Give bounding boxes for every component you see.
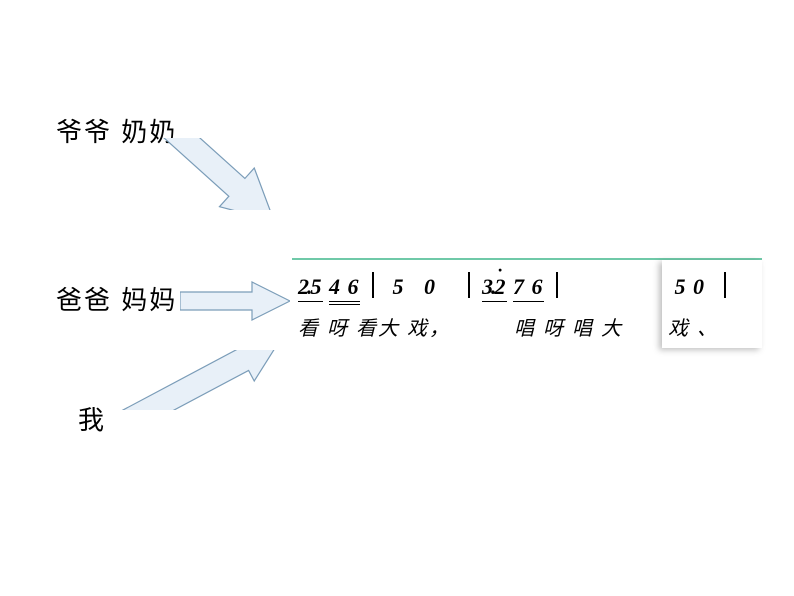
lyrics-line-main: 看 呀 看大 戏， 唱 呀 唱 大 [298,312,656,341]
arrow-middle [180,280,290,322]
arrow-bottom [120,350,290,410]
label-me: 我 [78,400,106,437]
notes-line-side: 5 0 [668,272,756,302]
notes-line-main: 2.5 4 6 5 0 3.2 7 6 [298,272,656,302]
note-group: 7 6 [513,274,544,302]
barline [556,272,558,298]
barline [372,272,374,298]
barline [724,272,726,298]
lyrics-line-side: 戏 、 [668,312,756,341]
arrow-shape [180,282,290,320]
note-group: 3.2 [482,274,507,302]
arrow-shape [152,138,291,210]
side-notes: 5 0 [675,274,706,299]
note-group: 2.5 [298,274,323,302]
arrow-top [152,138,292,210]
arrow-shape [120,350,290,410]
notation-side-panel: 5 0 戏 、 [662,260,762,348]
note-group: 4 6 [329,274,360,302]
label-parents: 爸爸 妈妈 [56,280,177,317]
music-notation: 2.5 4 6 5 0 3.2 7 6 看 呀 看大 戏， 唱 呀 唱 大 5 … [292,258,762,348]
notation-main-panel: 2.5 4 6 5 0 3.2 7 6 看 呀 看大 戏， 唱 呀 唱 大 [292,260,662,348]
barline [468,272,470,298]
